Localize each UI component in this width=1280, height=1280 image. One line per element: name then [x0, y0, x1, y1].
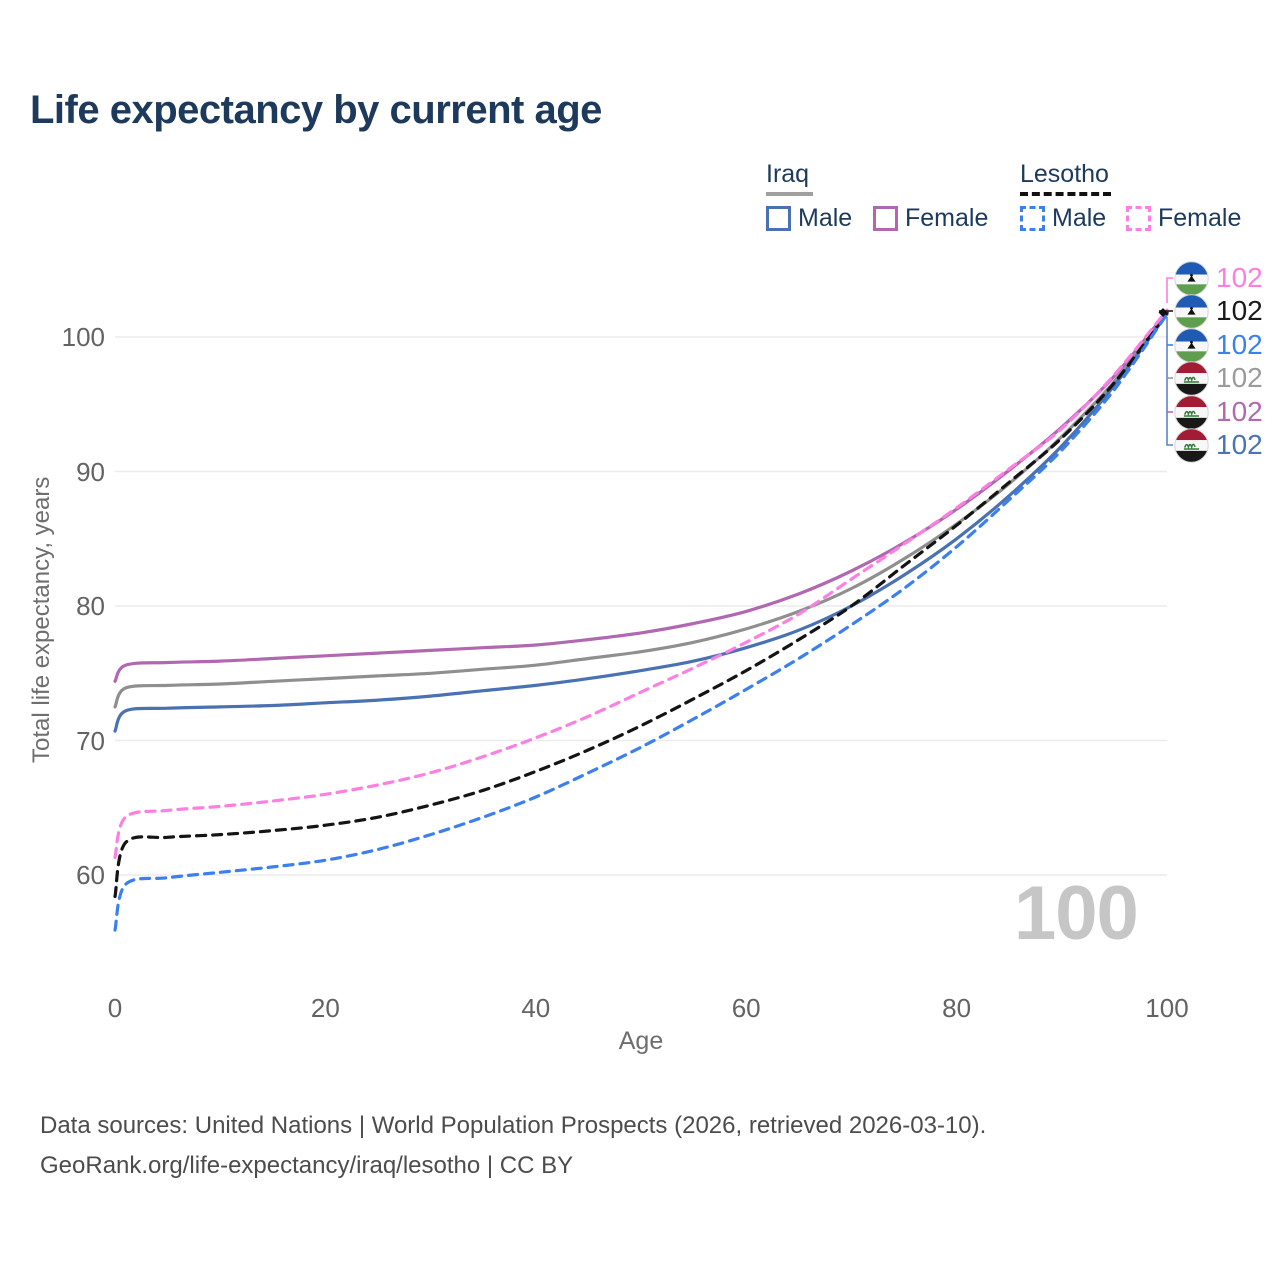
- page-title: Life expectancy by current age: [30, 88, 602, 132]
- legend-item-iraq-female[interactable]: Female: [873, 204, 988, 233]
- x-tick-100: 100: [1145, 993, 1189, 1023]
- y-tick-90: 90: [76, 456, 105, 487]
- end-label-row-4: 102: [1174, 394, 1263, 430]
- end-value: 102: [1216, 362, 1263, 393]
- leader-lesotho-female: [1166, 277, 1173, 303]
- iraq-flag-icon: [1174, 394, 1209, 430]
- legend-group-lesotho: Lesotho: [1020, 160, 1111, 196]
- series-line-lesotho-both-sexes: [113, 311, 1169, 899]
- footer-sources: Data sources: United Nations | World Pop…: [40, 1112, 987, 1139]
- lesotho-female-swatch-icon: [1126, 206, 1151, 231]
- iraq-flag-icon: [1174, 360, 1209, 396]
- end-label-row-2: 102: [1174, 327, 1263, 363]
- legend-lesotho-underline: [1020, 192, 1111, 196]
- lesotho-male-swatch-icon: [1020, 206, 1045, 231]
- iraq-female-swatch-icon: [873, 206, 898, 231]
- series-line-iraq-male: [113, 312, 1169, 733]
- endpoint-marker: [1158, 308, 1168, 317]
- end-label-row-5: 102: [1174, 427, 1263, 463]
- lesotho-flag-icon: [1174, 260, 1209, 296]
- y-tick-60: 60: [76, 860, 105, 890]
- lesotho-flag-icon: [1174, 293, 1209, 329]
- end-value: 102: [1216, 329, 1263, 360]
- end-label-row-1: 102: [1174, 293, 1263, 329]
- footer-link: GeoRank.org/life-expectancy/iraq/lesotho…: [40, 1152, 574, 1179]
- y-tick-80: 80: [76, 591, 105, 621]
- y-tick-100: 100: [61, 322, 105, 352]
- legend-item-label: Female: [1158, 204, 1242, 232]
- legend-item-label: Male: [798, 204, 853, 232]
- series-line-iraq-both-sexes: [113, 311, 1169, 709]
- end-value: 102: [1216, 262, 1263, 293]
- lesotho-flag-icon: [1174, 327, 1209, 363]
- end-label-row-3: 102: [1174, 360, 1263, 396]
- end-value: 102: [1216, 429, 1263, 460]
- x-tick-20: 20: [310, 993, 340, 1023]
- series-line-iraq-female: [113, 309, 1169, 683]
- x-axis-title: Age: [618, 1027, 664, 1055]
- series-line-lesotho-male: [113, 312, 1169, 932]
- age-watermark: 100: [1014, 871, 1139, 956]
- leader-bracket: [1166, 317, 1173, 446]
- x-tick-60: 60: [731, 993, 761, 1023]
- end-label-row-0: 102: [1174, 260, 1263, 296]
- iraq-flag-icon: [1174, 427, 1209, 463]
- legend-group-iraq-label: Iraq: [766, 160, 810, 188]
- legend-item-lesotho-male[interactable]: Male: [1020, 204, 1106, 233]
- legend-item-label: Female: [905, 204, 989, 232]
- end-value: 102: [1216, 396, 1263, 427]
- x-tick-80: 80: [942, 993, 972, 1023]
- iraq-male-swatch-icon: [766, 206, 791, 231]
- legend-iraq-underline: [766, 192, 813, 196]
- legend-item-label: Male: [1052, 204, 1107, 232]
- legend-item-lesotho-female[interactable]: Female: [1126, 204, 1241, 233]
- footer: Data sources: United Nations | World Pop…: [40, 1106, 986, 1186]
- y-tick-70: 70: [76, 725, 105, 756]
- x-tick-40: 40: [521, 993, 551, 1023]
- end-value: 102: [1216, 295, 1263, 326]
- legend-group-iraq: Iraq: [766, 160, 813, 196]
- legend-item-iraq-male[interactable]: Male: [766, 204, 852, 233]
- series-line-lesotho-female: [113, 308, 1169, 860]
- legend-group-lesotho-label: Lesotho: [1020, 160, 1109, 188]
- x-tick-0: 0: [107, 993, 123, 1023]
